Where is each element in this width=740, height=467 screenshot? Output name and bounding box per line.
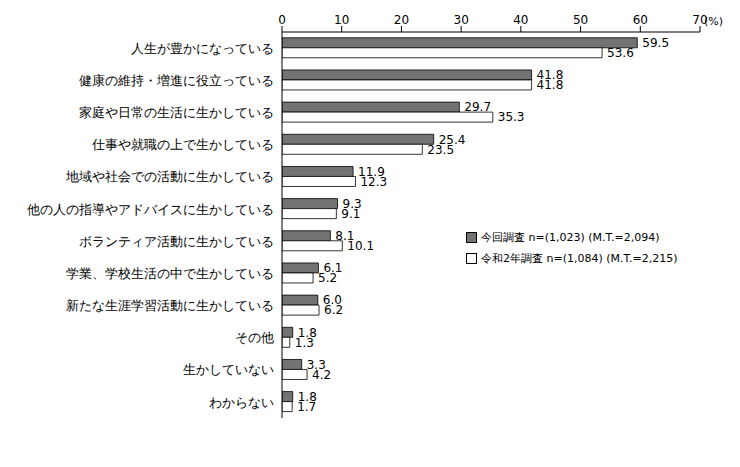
svg-text:5.2: 5.2 (318, 271, 337, 285)
svg-text:3.3: 3.3 (306, 357, 326, 372)
svg-text:1.3: 1.3 (295, 336, 314, 350)
svg-text:わからない: わからない (209, 395, 274, 410)
svg-text:1.8: 1.8 (297, 325, 317, 340)
svg-text:健康の維持・増進に役立っている: 健康の維持・増進に役立っている (79, 73, 274, 88)
svg-text:新たな生涯学習活動に生かしている: 新たな生涯学習活動に生かしている (66, 298, 274, 313)
svg-text:家庭や日常の生活に生かしている: 家庭や日常の生活に生かしている (79, 105, 274, 120)
html-text:今回調査 n=(1,023) (M.T.=2,094): 今回調査 n=(1,023) (M.T.=2,094) (481, 231, 660, 244)
svg-text:1.7: 1.7 (297, 400, 316, 414)
svg-text:6.0: 6.0 (322, 293, 342, 308)
svg-text:6.1: 6.1 (323, 261, 343, 276)
svg-text:50: 50 (573, 13, 588, 27)
svg-text:学業、学校生活の中で生かしている: 学業、学校生活の中で生かしている (66, 266, 274, 281)
svg-text:11.9: 11.9 (358, 164, 385, 179)
svg-text:20: 20 (394, 13, 409, 27)
svg-text:他の人の指導やアドバイスに生かしている: 他の人の指導やアドバイスに生かしている (27, 202, 274, 217)
svg-text:40: 40 (513, 13, 528, 27)
svg-text:10.1: 10.1 (347, 239, 374, 253)
svg-text:その他: その他 (235, 330, 274, 345)
html-text:令和2年調査 n=(1,084) (M.T.=2,215): 令和2年調査 n=(1,084) (M.T.=2,215) (481, 252, 678, 265)
svg-text:6.2: 6.2 (324, 303, 343, 317)
svg-text:60: 60 (633, 13, 648, 27)
svg-text:1.8: 1.8 (297, 389, 317, 404)
svg-text:9.1: 9.1 (341, 207, 360, 221)
svg-text:23.5: 23.5 (427, 143, 454, 157)
svg-text:10: 10 (334, 13, 349, 27)
svg-text:41.8: 41.8 (537, 78, 564, 92)
svg-text:29.7: 29.7 (464, 100, 491, 114)
svg-text:41.8: 41.8 (536, 68, 564, 83)
svg-text:(%): (%) (704, 15, 723, 28)
svg-text:70: 70 (692, 13, 708, 27)
svg-text:59.5: 59.5 (642, 36, 669, 50)
svg-text:4.2: 4.2 (312, 368, 331, 382)
svg-text:12.3: 12.3 (360, 175, 387, 189)
svg-text:8.1: 8.1 (335, 229, 355, 243)
svg-text:ボランティア活動に生かしている: ボランティア活動に生かしている (79, 234, 274, 249)
svg-text:53.6: 53.6 (607, 46, 634, 60)
svg-text:9.3: 9.3 (342, 196, 362, 211)
svg-text:人生が豊かになっている: 人生が豊かになっている (131, 41, 274, 56)
svg-text:仕事や就職の上で生かしている: 仕事や就職の上で生かしている (91, 137, 274, 152)
svg-text:30: 30 (454, 13, 469, 27)
svg-text:25.4: 25.4 (438, 132, 466, 147)
svg-text:生かしていない: 生かしていない (183, 362, 274, 377)
svg-text:地域や社会での活動に生かしている: 地域や社会での活動に生かしている (65, 169, 274, 184)
svg-text:35.3: 35.3 (498, 110, 525, 124)
svg-text:0: 0 (278, 13, 286, 27)
